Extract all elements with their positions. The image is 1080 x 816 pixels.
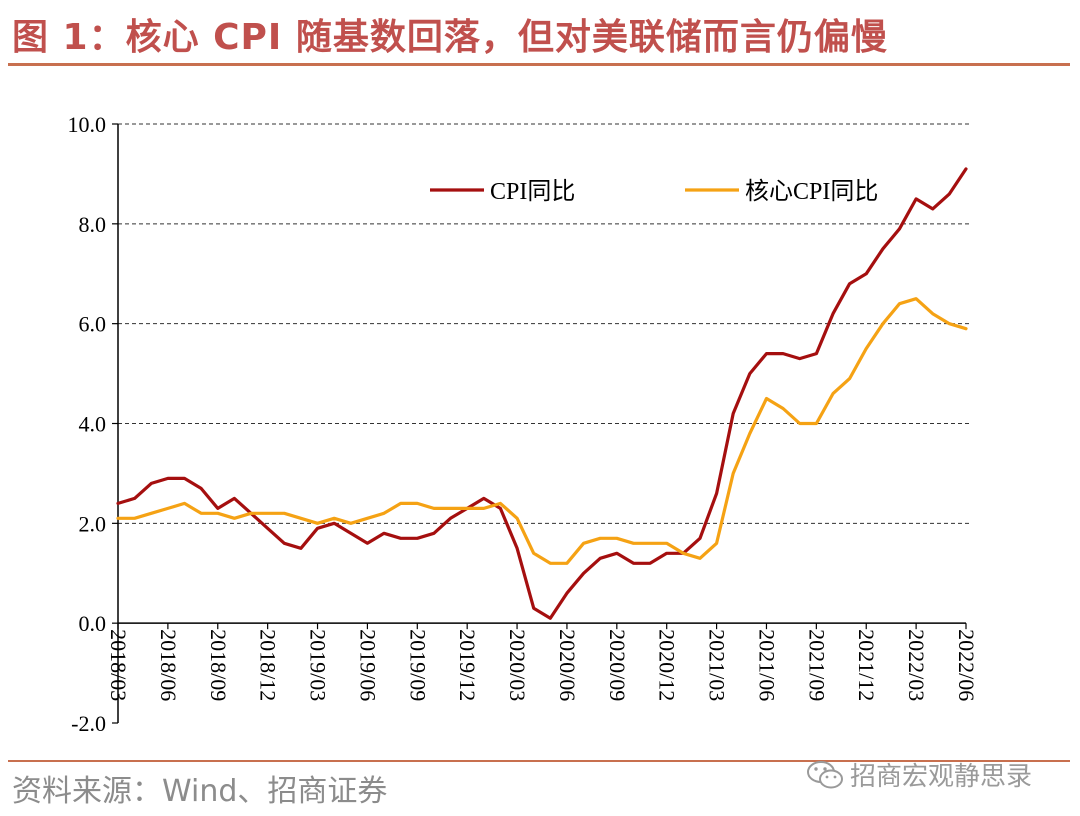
x-tick-label: 2018/12 [256,629,281,701]
legend-label-cpi: CPI同比 [490,178,575,205]
title-divider [8,63,1070,66]
x-tick-label: 2020/09 [605,629,630,701]
wechat-icon [807,760,843,788]
x-tick-label: 2019/06 [355,629,380,701]
x-tick-label: 2021/12 [854,629,879,701]
y-tick-label: 0.0 [79,611,107,636]
x-tick-label: 2021/06 [754,629,779,701]
legend-label-core-cpi: 核心CPI同比 [745,178,878,205]
watermark-text: 招商宏观静思录 [850,762,1033,792]
x-tick-label: 2018/09 [206,629,231,701]
y-tick-label: 6.0 [79,312,107,337]
x-tick-label: 2021/03 [705,629,730,701]
series-line-cpi [116,167,968,620]
legend: CPI同比 核心CPI同比 [430,178,878,205]
y-tick-label: 8.0 [79,212,107,237]
x-tick-label: 2020/06 [555,629,580,701]
x-tick-label: 2022/06 [954,629,979,701]
x-tick-label: 2020/03 [505,629,530,701]
figure-title: 图 1：核心 CPI 随基数回落，但对美联储而言仍偏慢 [12,17,888,58]
x-tick-label: 2019/12 [455,629,480,701]
series-lines [116,167,968,620]
x-tick-label: 2018/06 [156,629,181,701]
x-tick-label: 2019/09 [405,629,430,701]
source-note: 资料来源：Wind、招商证券 [12,774,388,809]
x-tick-label: 2018/03 [106,629,131,701]
x-tick-label: 2022/03 [904,629,929,701]
y-tick-label: 4.0 [79,412,107,437]
x-tick-label: 2019/03 [306,629,331,701]
x-tick-label: 2020/12 [655,629,680,701]
series-line-core-cpi [116,297,968,565]
y-tick-label: -2.0 [71,711,106,736]
footer-divider [8,760,1070,762]
watermark: 招商宏观静思录 [806,756,1032,793]
x-tick-label: 2021/09 [804,629,829,701]
y-tick-label: 10.0 [68,112,107,137]
y-tick-label: 2.0 [79,511,107,536]
